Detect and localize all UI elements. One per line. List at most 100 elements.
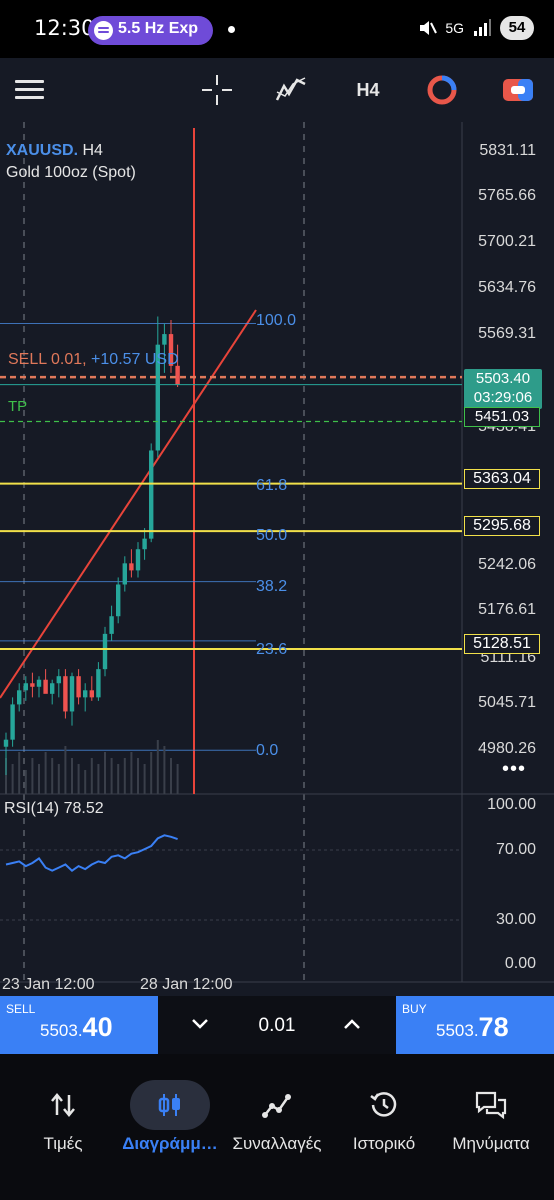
- volume-bar: [51, 758, 54, 794]
- object-button[interactable]: [424, 68, 460, 112]
- buy-price: 5503.78: [436, 1012, 509, 1043]
- candle-body: [23, 683, 28, 691]
- buy-button[interactable]: BUY 5503.78: [396, 996, 554, 1054]
- candle-body: [50, 683, 55, 694]
- buy-tag: BUY: [402, 1002, 427, 1016]
- indicators-button[interactable]: [274, 68, 308, 112]
- volume-bar: [90, 758, 93, 794]
- trendline[interactable]: [0, 309, 257, 699]
- volume-bar: [84, 770, 87, 794]
- symbol-timeframe: H4: [82, 142, 103, 159]
- nav-label: Διαγράμμ…: [122, 1134, 218, 1153]
- candles: [3, 316, 180, 775]
- candle-body: [43, 679, 48, 694]
- tp-price-tag: 5451.03: [464, 407, 540, 427]
- nav-messages[interactable]: Μηνύματα: [436, 1076, 546, 1176]
- candle-body: [83, 690, 88, 698]
- volume-bar: [44, 752, 47, 794]
- buy-price-small: 5503.: [436, 1021, 479, 1040]
- nav-quotes[interactable]: Τιμές: [8, 1076, 118, 1176]
- candle-body: [142, 538, 147, 550]
- candle-body: [17, 690, 22, 705]
- candle-body: [116, 584, 121, 617]
- trade-icon: [503, 79, 533, 101]
- candle-body: [3, 739, 9, 747]
- price-axis-label: 5831.11: [479, 142, 536, 159]
- menu-icon: [15, 80, 44, 99]
- price-axis-label: 5700.21: [478, 233, 536, 250]
- volume-bar: [137, 758, 139, 794]
- time-separators: [23, 122, 305, 982]
- tp-label[interactable]: TP: [8, 398, 28, 415]
- current-price-tag: 5503.40 03:29:06: [464, 369, 542, 409]
- price-axis-label: 5045.71: [478, 694, 536, 711]
- candle-body: [89, 690, 94, 698]
- horizontal-levels[interactable]: [0, 375, 462, 651]
- nav-label: Τιμές: [43, 1134, 83, 1153]
- trade-bar: SELL 5503.40 0.01 BUY 5503.78: [0, 996, 554, 1054]
- candle-body: [149, 450, 154, 539]
- chart-icon: [158, 1094, 180, 1116]
- sell-tag: SELL: [6, 1002, 36, 1016]
- volume-value[interactable]: 0.01: [258, 1015, 296, 1036]
- volume-bar: [24, 770, 27, 794]
- nav-chart[interactable]: Διαγράμμ…: [115, 1076, 225, 1176]
- fib-label: 50.0: [256, 527, 288, 544]
- position-label[interactable]: SELL 0.01, +10.57 USD: [8, 351, 179, 369]
- candle-body: [102, 633, 108, 670]
- candle-body: [122, 563, 127, 585]
- fib-label: 100.0: [256, 312, 297, 329]
- volume-bar: [163, 746, 166, 794]
- nav-label: Συναλλαγές: [232, 1134, 322, 1153]
- candle-body: [129, 563, 134, 571]
- status-bar: 12:30 5.5 Hz Exp 5G 54: [0, 0, 554, 58]
- rsi-axis-label: 0.00: [504, 955, 536, 972]
- crosshair-button[interactable]: [200, 68, 234, 112]
- chart-canvas[interactable]: [0, 122, 554, 994]
- nav-trade[interactable]: Συναλλαγές: [222, 1076, 332, 1176]
- media-pill-label: 5.5 Hz Exp: [118, 20, 199, 37]
- current-price: 5503.40: [475, 370, 531, 387]
- candle-body: [155, 344, 160, 451]
- volume-bar: [110, 758, 113, 794]
- spotify-icon: [94, 21, 113, 40]
- more-options-icon[interactable]: •••: [501, 758, 526, 780]
- volume-bar: [104, 752, 106, 794]
- quotes-icon: [51, 1093, 75, 1117]
- volume-bar: [31, 758, 34, 794]
- sell-price: 5503.40: [40, 1012, 113, 1043]
- crosshair-icon: [202, 75, 232, 105]
- price-chart[interactable]: XAUUSD. H4 Gold 100oz (Spot) 5831.11 576…: [0, 122, 554, 994]
- price-axis-label: 5765.66: [478, 187, 536, 204]
- trade-icon: [262, 1094, 291, 1118]
- fib-label: 38.2: [256, 578, 288, 595]
- sell-button[interactable]: SELL 5503.40: [0, 996, 158, 1054]
- network-label: 5G: [445, 20, 464, 36]
- media-pill[interactable]: 5.5 Hz Exp: [88, 16, 213, 45]
- fib-label: 0.0: [256, 742, 279, 759]
- timeframe-button[interactable]: H4: [348, 68, 388, 112]
- symbol-name: XAUUSD.: [6, 142, 79, 159]
- chevron-down-icon[interactable]: [188, 1012, 212, 1036]
- chevron-up-icon[interactable]: [340, 1012, 364, 1036]
- candle-body: [69, 676, 75, 712]
- volume-bar: [71, 758, 73, 794]
- nav-history[interactable]: Ιστορικό: [329, 1076, 439, 1176]
- nav-label: Μηνύματα: [452, 1134, 530, 1153]
- symbol-description: Gold 100oz (Spot): [6, 164, 136, 181]
- volume-bar: [170, 758, 172, 794]
- status-icons: 5G 54: [417, 16, 534, 40]
- menu-button[interactable]: [14, 68, 46, 112]
- notification-dot: [228, 26, 235, 33]
- mute-icon: [420, 21, 438, 35]
- volume-bar: [176, 764, 179, 794]
- timeframe-label: H4: [356, 79, 380, 100]
- history-icon: [370, 1092, 397, 1117]
- trade-panel-button[interactable]: [500, 68, 536, 112]
- sell-price-large: 40: [82, 1012, 113, 1042]
- indicators-icon: [275, 77, 306, 101]
- candle-body: [76, 676, 81, 698]
- volume-bar: [130, 752, 133, 794]
- rsi-axis-label: 100.00: [487, 796, 536, 813]
- time-axis-label: 28 Jan 12:00: [140, 976, 233, 993]
